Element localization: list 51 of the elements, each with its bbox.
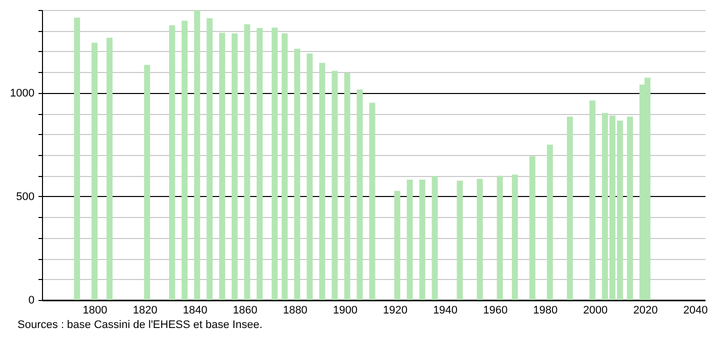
bar <box>74 18 80 300</box>
source-note: Sources : base Cassini de l'EHESS et base Insee. <box>18 319 262 331</box>
bar <box>282 33 288 300</box>
bar <box>456 180 463 300</box>
x-tick-label: 1980 <box>533 304 558 316</box>
bar <box>419 180 426 300</box>
bar <box>219 32 226 300</box>
x-tick-label: 1860 <box>232 304 258 316</box>
bar <box>244 24 250 300</box>
y-tick-label: 500 <box>16 190 34 203</box>
x-tick-label: 1820 <box>132 304 158 316</box>
bar <box>432 176 438 300</box>
bar <box>306 54 313 300</box>
bar <box>206 18 213 300</box>
y-tick-label: 1000 <box>10 87 34 100</box>
x-tick-label: 1900 <box>332 304 358 316</box>
bar <box>144 64 150 300</box>
bar <box>476 178 483 300</box>
bar <box>272 28 278 300</box>
bar <box>344 72 350 300</box>
x-tick-label: 1800 <box>82 304 108 316</box>
bar <box>406 180 413 300</box>
bar <box>92 42 98 300</box>
bar <box>356 90 363 300</box>
bar <box>232 33 238 300</box>
bar <box>496 176 503 300</box>
x-tick-label: 2020 <box>633 304 658 316</box>
bar <box>566 116 573 300</box>
bar <box>294 48 300 300</box>
bar <box>626 116 633 300</box>
bar <box>182 20 188 300</box>
bar <box>589 100 596 300</box>
bar <box>546 144 553 300</box>
x-tick-label: 1840 <box>182 304 208 316</box>
x-tick-label: 1960 <box>483 304 508 316</box>
bar <box>394 190 400 300</box>
bar <box>332 70 338 300</box>
x-tick-label: 2000 <box>583 304 608 316</box>
x-tick-label: 1880 <box>282 304 308 316</box>
bar <box>106 38 113 300</box>
bar <box>529 156 536 300</box>
x-tick-label: 1920 <box>383 304 408 316</box>
x-tick-label: 2040 <box>683 304 708 316</box>
bar <box>369 102 376 300</box>
y-tick-label: 0 <box>28 294 34 306</box>
bar <box>512 174 518 300</box>
bar <box>169 25 176 300</box>
bar <box>256 28 263 300</box>
bar <box>319 62 326 300</box>
x-tick-label: 1940 <box>433 304 458 316</box>
bar <box>194 10 200 300</box>
